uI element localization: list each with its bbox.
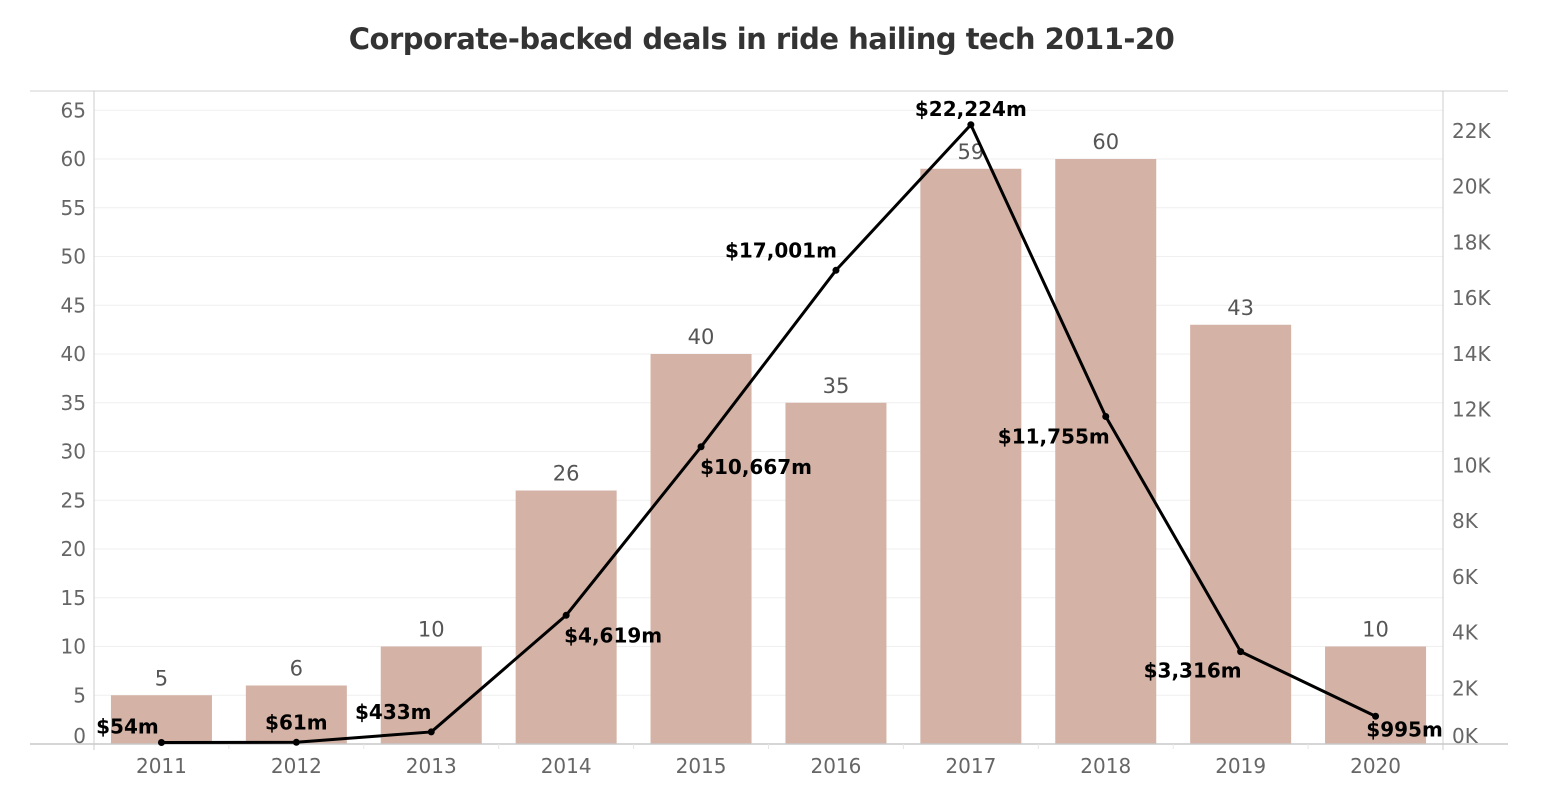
y-left-tick-label: 0 <box>73 724 86 748</box>
funding-line-path <box>161 123 1377 744</box>
funding-value-label: $22,224m <box>915 97 1027 121</box>
funding-value-label: $17,001m <box>725 238 837 262</box>
funding-line-point <box>967 121 975 129</box>
bar <box>785 402 887 744</box>
funding-value-label: $4,619m <box>564 623 662 647</box>
y-left-tick-label: 20 <box>61 537 86 561</box>
y-left-tick-label: 50 <box>61 245 86 269</box>
bar <box>1190 324 1292 744</box>
y-right-tick-label: 14K <box>1452 342 1491 366</box>
x-tick-label: 2014 <box>541 754 592 778</box>
bar-value-label: 6 <box>290 657 303 681</box>
line-labels: $54m $61m $433m $4,619m $10,667m $17,001m $22,… <box>96 97 1443 742</box>
x-tick-label: 2012 <box>271 754 322 778</box>
y-left-tick-label: 10 <box>61 635 86 659</box>
y-left-tick-label: 5 <box>73 683 86 707</box>
funding-line-point <box>157 738 165 746</box>
funding-line-point <box>1102 412 1110 420</box>
y-left-tick-label: 15 <box>61 586 86 610</box>
bar-value-label: 5 <box>155 666 168 690</box>
funding-line <box>157 121 1380 746</box>
y-right-tick-label: 18K <box>1452 230 1491 254</box>
bars <box>110 159 1427 744</box>
y-right-tick-label: 20K <box>1452 175 1491 199</box>
y-left-tick-label: 45 <box>61 293 86 317</box>
funding-line-point <box>1372 712 1380 720</box>
funding-value-label: $61m <box>265 710 328 734</box>
y-right-tick-label: 4K <box>1452 621 1479 645</box>
funding-line-point <box>562 611 570 619</box>
funding-value-label: $10,667m <box>700 455 812 479</box>
bar-value-label: 40 <box>688 325 715 349</box>
funding-line-point <box>292 738 300 746</box>
funding-line-point <box>832 266 840 274</box>
x-tick-label: 2020 <box>1350 754 1401 778</box>
funding-value-label: $54m <box>96 714 159 738</box>
funding-value-label: $11,755m <box>998 424 1110 448</box>
funding-line-point <box>697 443 705 451</box>
funding-value-label: $3,316m <box>1144 659 1242 683</box>
y-left-tick-label: 40 <box>61 342 86 366</box>
y-left-tick-label: 55 <box>61 196 86 220</box>
bar <box>110 695 212 744</box>
x-tick-label: 2013 <box>406 754 457 778</box>
bar-value-label: 60 <box>1092 130 1119 154</box>
x-tick-label: 2015 <box>676 754 727 778</box>
axes: 051015202530354045505560650K2K4K6K8K10K1… <box>30 90 1508 778</box>
y-left-tick-label: 65 <box>61 98 86 122</box>
y-right-tick-label: 12K <box>1452 398 1491 422</box>
y-left-tick-label: 60 <box>61 147 86 171</box>
bar-value-label: 43 <box>1227 296 1254 320</box>
gridlines <box>94 109 1443 696</box>
y-left-tick-label: 35 <box>61 391 86 415</box>
bar <box>380 646 482 744</box>
funding-value-label: $433m <box>355 700 432 724</box>
x-tick-label: 2017 <box>945 754 996 778</box>
x-tick-label: 2019 <box>1215 754 1266 778</box>
funding-line-point <box>1237 648 1245 656</box>
y-right-tick-label: 22K <box>1452 119 1491 143</box>
x-tick-label: 2018 <box>1080 754 1131 778</box>
bar <box>920 168 1022 744</box>
y-right-tick-label: 10K <box>1452 453 1491 477</box>
y-right-tick-label: 8K <box>1452 509 1479 533</box>
chart-title: Corporate-backed deals in ride hailing t… <box>348 22 1175 56</box>
y-right-tick-label: 0K <box>1452 724 1479 748</box>
bar-value-label: 10 <box>418 618 445 642</box>
funding-value-label: $995m <box>1366 717 1443 741</box>
bar-value-label: 35 <box>823 374 850 398</box>
bar <box>650 354 752 744</box>
y-right-tick-label: 6K <box>1452 565 1479 589</box>
y-right-tick-label: 16K <box>1452 286 1491 310</box>
funding-line-point <box>427 728 435 736</box>
bar-value-label: 10 <box>1362 618 1389 642</box>
y-right-tick-label: 2K <box>1452 676 1479 700</box>
x-tick-label: 2011 <box>136 754 187 778</box>
y-left-tick-label: 30 <box>61 440 86 464</box>
y-left-tick-label: 25 <box>61 488 86 512</box>
x-tick-label: 2016 <box>810 754 861 778</box>
bar <box>1325 646 1427 744</box>
bar <box>1055 159 1157 744</box>
bar-value-label: 26 <box>553 462 580 486</box>
bar <box>245 685 347 744</box>
